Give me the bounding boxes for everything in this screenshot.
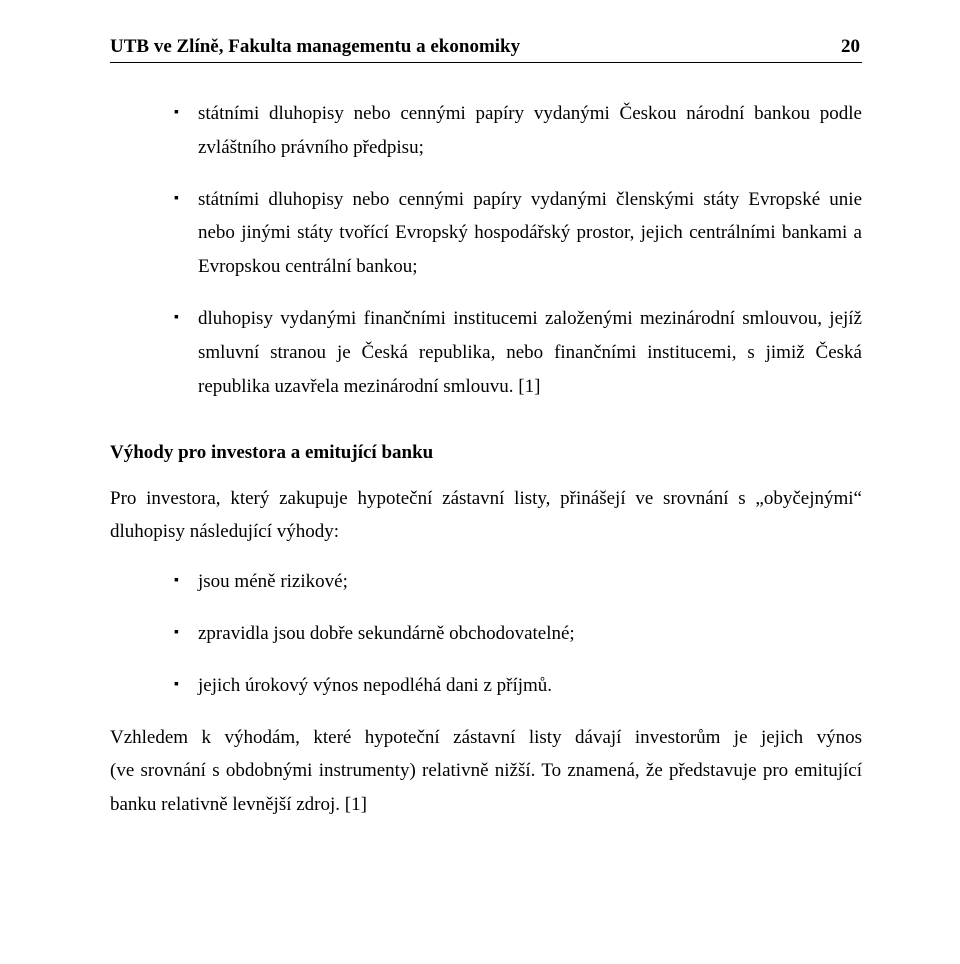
section-heading: Výhody pro investora a emitující banku bbox=[110, 442, 862, 464]
header-title: UTB ve Zlíně, Fakulta managementu a ekon… bbox=[110, 36, 520, 58]
advantages-list: jsou méně rizikové; zpravidla jsou dobře… bbox=[110, 565, 862, 702]
list-item: zpravidla jsou dobře sekundárně obchodov… bbox=[174, 617, 862, 651]
list-item: jsou méně rizikové; bbox=[174, 565, 862, 599]
list-item: státními dluhopisy nebo cennými papíry v… bbox=[174, 183, 862, 284]
list-item: jejich úrokový výnos nepodléhá dani z př… bbox=[174, 669, 862, 703]
list-item: státními dluhopisy nebo cennými papíry v… bbox=[174, 97, 862, 165]
document-page: UTB ve Zlíně, Fakulta managementu a ekon… bbox=[0, 0, 960, 964]
intro-paragraph: Pro investora, který zakupuje hypoteční … bbox=[110, 482, 862, 550]
page-number: 20 bbox=[841, 36, 862, 58]
list-item: dluhopisy vydanými finančními institucem… bbox=[174, 302, 862, 403]
top-bullet-list: státními dluhopisy nebo cennými papíry v… bbox=[110, 97, 862, 404]
page-header: UTB ve Zlíně, Fakulta managementu a ekon… bbox=[110, 36, 862, 63]
outro-paragraph: Vzhledem k výhodám, které hypoteční zást… bbox=[110, 721, 862, 822]
